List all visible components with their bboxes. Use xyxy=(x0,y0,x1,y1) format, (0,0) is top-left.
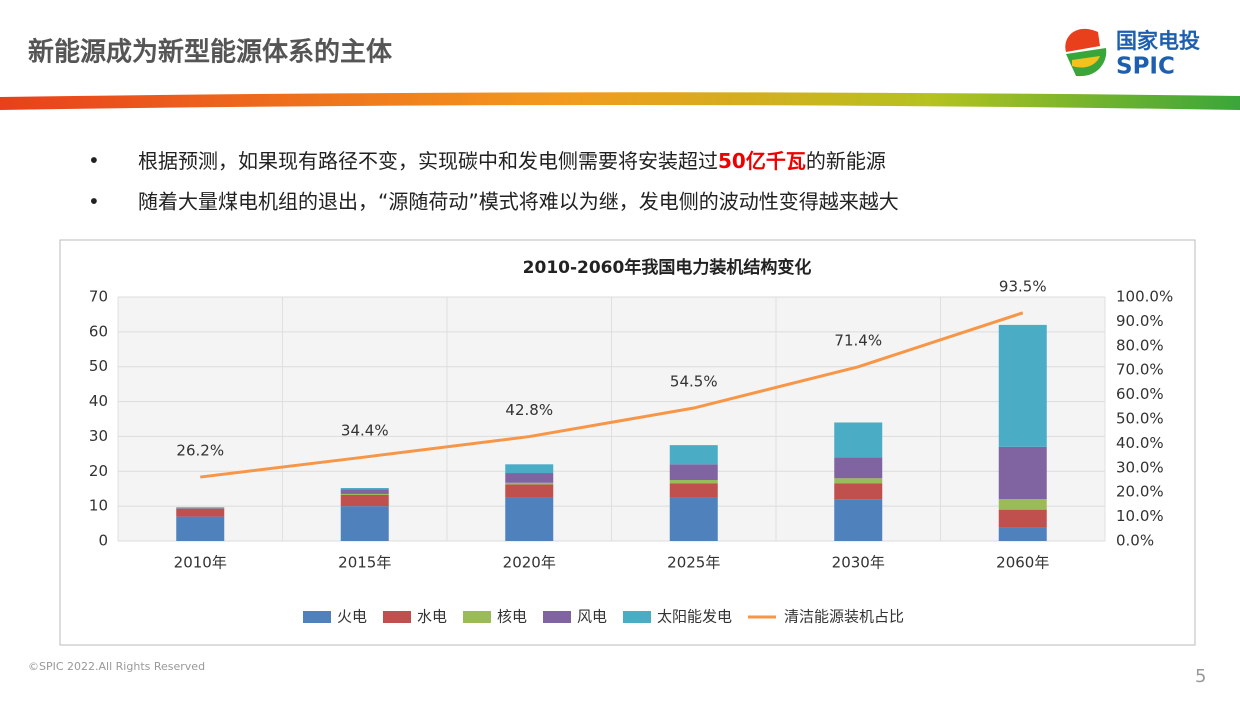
data-label: 93.5% xyxy=(999,277,1047,295)
legend-marker xyxy=(543,611,571,623)
page-number: 5 xyxy=(1195,666,1206,687)
bar-segment xyxy=(341,494,389,495)
y-tick-label: 70 xyxy=(89,288,108,306)
x-tick-label: 2020年 xyxy=(503,554,556,572)
bar-segment xyxy=(505,497,553,541)
bar-segment xyxy=(176,509,224,517)
legend-label: 太阳能发电 xyxy=(657,608,732,626)
bar-segment xyxy=(341,495,389,506)
y2-tick-label: 100.0% xyxy=(1116,288,1173,306)
y2-tick-label: 40.0% xyxy=(1116,434,1164,452)
bullet-text: 的新能源 xyxy=(806,149,886,173)
legend-marker xyxy=(623,611,651,623)
y-tick-label: 10 xyxy=(89,497,108,515)
bar-segment xyxy=(505,485,553,498)
y2-tick-label: 10.0% xyxy=(1116,507,1164,525)
legend-label: 清洁能源装机占比 xyxy=(784,608,904,626)
bar-segment xyxy=(176,517,224,541)
legend-label: 风电 xyxy=(577,608,607,626)
bar-segment xyxy=(505,464,553,473)
bar-segment xyxy=(505,473,553,483)
bullet-dot: • xyxy=(88,149,100,173)
bar-segment xyxy=(670,497,718,541)
x-tick-label: 2010年 xyxy=(174,554,227,572)
bar-segment xyxy=(999,510,1047,527)
x-tick-label: 2015年 xyxy=(338,554,391,572)
bar-segment xyxy=(341,488,389,489)
header-band xyxy=(0,92,1240,110)
bar-segment xyxy=(834,422,882,457)
y2-tick-label: 50.0% xyxy=(1116,410,1164,428)
bar-segment xyxy=(176,508,224,509)
bar-segment xyxy=(670,464,718,480)
bar-segment xyxy=(999,447,1047,499)
y2-tick-label: 30.0% xyxy=(1116,458,1164,476)
y2-tick-label: 70.0% xyxy=(1116,361,1164,379)
bullet-text: 随着大量煤电机组的退出，“源随荷动”模式将难以为继，发电侧的波动性变得越来越大 xyxy=(138,190,899,214)
legend-label: 水电 xyxy=(417,608,447,626)
logo-abbr: SPIC xyxy=(1116,54,1175,80)
copyright: ©SPIC 2022.All Rights Reserved xyxy=(28,660,205,673)
data-label: 71.4% xyxy=(834,331,882,349)
y-tick-label: 40 xyxy=(89,392,108,410)
y-tick-label: 30 xyxy=(89,427,108,445)
legend-marker xyxy=(303,611,331,623)
y-tick-label: 50 xyxy=(89,357,108,375)
y2-tick-label: 0.0% xyxy=(1116,532,1154,550)
bar-segment xyxy=(999,527,1047,541)
bar-segment xyxy=(834,478,882,483)
legend-label: 核电 xyxy=(497,608,527,626)
chart-title: 2010-2060年我国电力装机结构变化 xyxy=(523,257,812,278)
bar-segment xyxy=(670,483,718,497)
data-label: 26.2% xyxy=(176,442,224,460)
bar-segment xyxy=(834,499,882,541)
y2-tick-label: 60.0% xyxy=(1116,385,1164,403)
y2-tick-label: 80.0% xyxy=(1116,336,1164,354)
bar-segment xyxy=(670,445,718,464)
y2-tick-label: 20.0% xyxy=(1116,483,1164,501)
x-tick-label: 2060年 xyxy=(996,554,1049,572)
legend-label: 火电 xyxy=(337,608,367,626)
bullet-highlight: 50亿千瓦 xyxy=(718,149,806,173)
data-label: 42.8% xyxy=(505,401,553,419)
y-tick-label: 20 xyxy=(89,462,108,480)
bullet: 根据预测，如果现有路径不变，实现碳中和发电侧需要将安装超过50亿千瓦的新能源 xyxy=(138,149,886,173)
bar-segment xyxy=(341,489,389,494)
bar-segment xyxy=(670,480,718,483)
logo: 国家电投 SPIC xyxy=(1065,29,1200,80)
bar-segment xyxy=(999,499,1047,509)
bar-segment xyxy=(999,325,1047,447)
logo-shape xyxy=(1065,29,1100,52)
x-tick-label: 2025年 xyxy=(667,554,720,572)
bar-segment xyxy=(834,457,882,478)
y2-tick-label: 90.0% xyxy=(1116,312,1164,330)
logo-name: 国家电投 xyxy=(1116,29,1200,53)
bar-segment xyxy=(505,483,553,485)
data-label: 54.5% xyxy=(670,373,718,391)
bar-segment xyxy=(834,483,882,499)
legend-marker xyxy=(463,611,491,623)
legend-marker xyxy=(383,611,411,623)
x-tick-label: 2030年 xyxy=(832,554,885,572)
data-label: 34.4% xyxy=(341,422,389,440)
bullet-dot: • xyxy=(88,190,100,214)
slide-title: 新能源成为新型能源体系的主体 xyxy=(28,37,393,68)
y-tick-label: 60 xyxy=(89,322,108,340)
bullet-text: 根据预测，如果现有路径不变，实现碳中和发电侧需要将安装超过 xyxy=(138,149,718,173)
bar-segment xyxy=(341,506,389,541)
y-tick-label: 0 xyxy=(98,532,108,550)
